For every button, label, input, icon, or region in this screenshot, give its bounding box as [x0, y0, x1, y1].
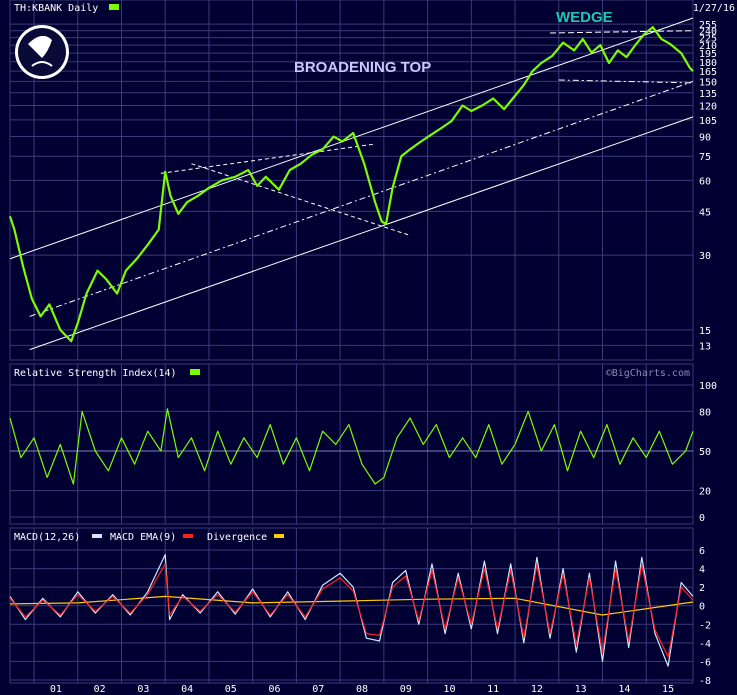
- ema-legend-swatch: [183, 534, 193, 538]
- macd-legend-swatch: [92, 534, 102, 538]
- price-tick-label: 13: [699, 341, 711, 352]
- x-tick-label: 04: [181, 684, 193, 695]
- divergence-legend-swatch: [274, 534, 284, 538]
- macd-tick-label: -4: [699, 639, 711, 650]
- macd-tick-label: 6: [699, 546, 705, 557]
- price-tick-label: 15: [699, 326, 711, 337]
- price-tick-label: 255: [699, 20, 717, 31]
- x-tick-label: 13: [575, 684, 587, 695]
- broadening-lower-line: [191, 163, 411, 236]
- broadening-top-annotation: BROADENING TOP: [294, 59, 431, 76]
- x-tick-label: 15: [662, 684, 674, 695]
- price-tick-label: 165: [699, 67, 717, 78]
- x-tick-label: 01: [50, 684, 62, 695]
- price-tick-label: 195: [699, 49, 717, 60]
- rsi-panel: [9, 363, 694, 525]
- price-tick-label: 90: [699, 133, 711, 144]
- x-tick-label: 11: [487, 684, 499, 695]
- macd-tick-label: 4: [699, 565, 705, 576]
- x-tick-label: 14: [618, 684, 630, 695]
- rsi-legend-swatch: [190, 369, 200, 375]
- x-tick-label: 06: [269, 684, 281, 695]
- rsi-tick-label: 0: [699, 513, 705, 524]
- macd-legend-ema: MACD EMA(9): [110, 532, 176, 543]
- price-tick-label: 225: [699, 34, 717, 45]
- price-tick-label: 135: [699, 89, 717, 100]
- macd-tick-label: -6: [699, 657, 711, 668]
- symbol-label: TH:KBANK Daily: [14, 3, 98, 14]
- x-tick-label: 08: [356, 684, 368, 695]
- x-tick-label: 05: [225, 684, 237, 695]
- macd-legend-divergence: Divergence: [207, 532, 267, 543]
- rsi-tick-label: 100: [699, 381, 717, 392]
- price-tick-label: 60: [699, 176, 711, 187]
- price-legend-swatch: [109, 4, 119, 10]
- x-tick-label: 10: [443, 684, 455, 695]
- wedge-upper-line: [550, 30, 694, 34]
- macd-tick-label: 0: [699, 602, 705, 613]
- x-tick-label: 02: [94, 684, 106, 695]
- x-tick-label: 03: [137, 684, 149, 695]
- price-tick-label: 30: [699, 251, 711, 262]
- x-tick-label: 09: [400, 684, 412, 695]
- date-label: 1/27/16: [693, 3, 735, 14]
- price-tick-label: 150: [699, 77, 717, 88]
- macd-legend-macd: MACD(12,26): [14, 532, 80, 543]
- upper-channel-line: [9, 17, 694, 260]
- price-series-line: [8, 26, 694, 343]
- price-tick-label: 105: [699, 116, 717, 127]
- lower-channel-line: [29, 116, 694, 351]
- rsi-title: Relative Strength Index(14): [14, 368, 177, 379]
- wedge-annotation: WEDGE: [556, 9, 613, 26]
- x-tick-label: 12: [531, 684, 543, 695]
- kbank-logo: [15, 25, 69, 79]
- x-tick-label: 07: [312, 684, 324, 695]
- broadening-upper-line: [160, 143, 376, 174]
- macd-tick-label: 2: [699, 583, 705, 594]
- mid-channel-line: [29, 80, 694, 317]
- rsi-series-line: [9, 408, 694, 485]
- watermark: ©BigCharts.com: [606, 368, 690, 379]
- macd-tick-label: -2: [699, 620, 711, 631]
- price-tick-label: 120: [699, 102, 717, 113]
- price-tick-label: 180: [699, 58, 717, 69]
- rsi-tick-label: 20: [699, 487, 711, 498]
- macd-tick-label: -8: [699, 676, 711, 687]
- price-tick-label: 45: [699, 207, 711, 218]
- rsi-tick-label: 80: [699, 407, 711, 418]
- rsi-tick-label: 50: [699, 447, 711, 458]
- price-tick-label: 210: [699, 41, 717, 52]
- price-tick-label: 240: [699, 27, 717, 38]
- macd-ema-series-line: [9, 563, 694, 658]
- price-tick-label: 75: [699, 152, 711, 163]
